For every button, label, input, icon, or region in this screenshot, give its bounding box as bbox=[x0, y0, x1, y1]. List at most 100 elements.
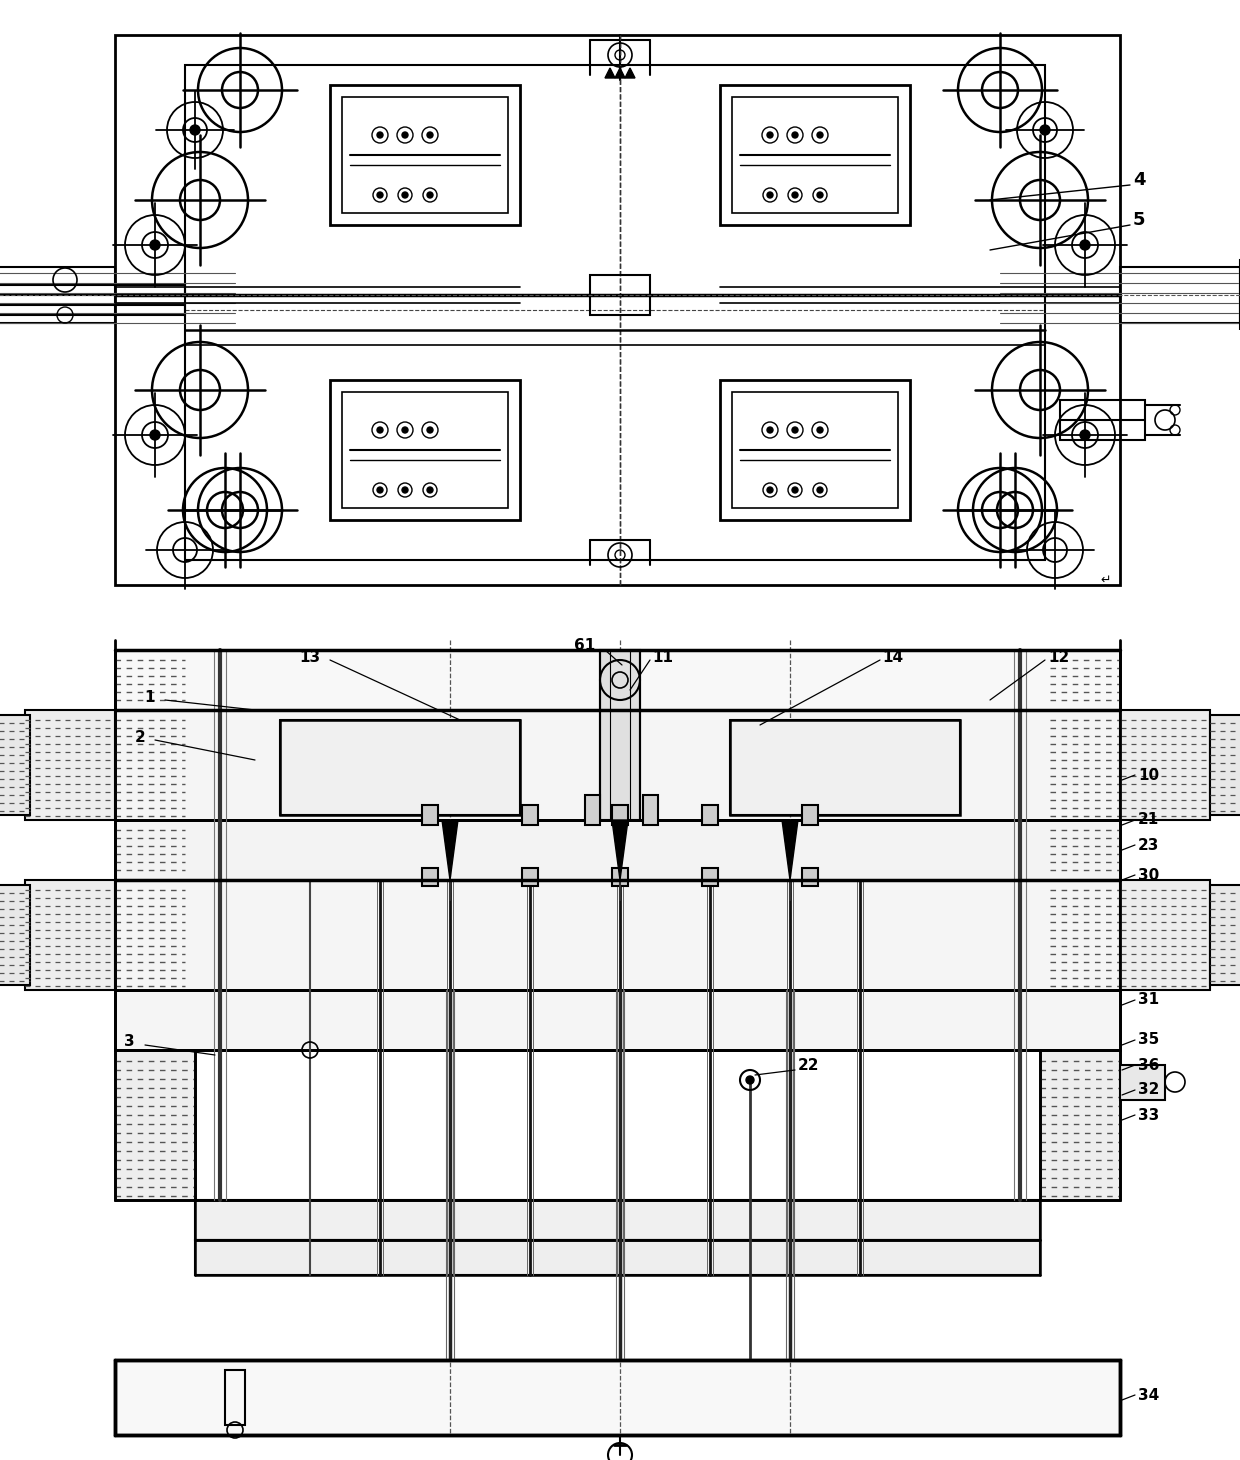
Circle shape bbox=[377, 488, 383, 493]
Bar bbox=[280, 720, 520, 815]
Text: 23: 23 bbox=[1138, 838, 1159, 853]
Bar bbox=[1060, 400, 1145, 439]
Circle shape bbox=[792, 131, 799, 139]
Circle shape bbox=[402, 488, 408, 493]
Text: 22: 22 bbox=[799, 1057, 820, 1073]
Circle shape bbox=[402, 193, 408, 199]
Circle shape bbox=[377, 131, 383, 139]
Text: 11: 11 bbox=[652, 651, 673, 666]
Bar bbox=[1120, 267, 1240, 323]
Circle shape bbox=[1080, 431, 1090, 439]
Circle shape bbox=[817, 193, 823, 199]
Circle shape bbox=[792, 426, 799, 434]
Bar bbox=[115, 821, 1120, 880]
Bar bbox=[195, 1240, 1040, 1275]
Text: 33: 33 bbox=[1138, 1108, 1159, 1123]
Text: 12: 12 bbox=[1048, 651, 1069, 666]
Polygon shape bbox=[613, 821, 627, 880]
Text: 34: 34 bbox=[1138, 1387, 1159, 1403]
Bar bbox=[115, 1050, 195, 1200]
Circle shape bbox=[377, 193, 383, 199]
Circle shape bbox=[150, 239, 160, 250]
Text: 4: 4 bbox=[1133, 171, 1146, 188]
Polygon shape bbox=[782, 821, 799, 880]
Polygon shape bbox=[441, 821, 458, 880]
Circle shape bbox=[768, 131, 773, 139]
Circle shape bbox=[427, 193, 433, 199]
Bar bbox=[25, 880, 115, 990]
Bar bbox=[0, 305, 185, 315]
Bar bbox=[613, 869, 627, 886]
Bar bbox=[422, 804, 438, 825]
Text: 35: 35 bbox=[1138, 1032, 1159, 1047]
Text: 21: 21 bbox=[1138, 813, 1159, 828]
Polygon shape bbox=[625, 69, 635, 77]
Bar bbox=[25, 710, 115, 821]
Bar bbox=[0, 885, 30, 986]
Bar bbox=[422, 869, 438, 886]
Bar bbox=[342, 96, 508, 213]
Bar bbox=[330, 85, 520, 225]
Circle shape bbox=[1040, 126, 1050, 134]
Circle shape bbox=[768, 426, 773, 434]
Text: 3: 3 bbox=[124, 1035, 135, 1050]
Text: 2: 2 bbox=[134, 730, 145, 746]
Bar bbox=[702, 804, 718, 825]
Bar bbox=[590, 274, 650, 315]
Bar bbox=[1210, 885, 1240, 986]
Circle shape bbox=[427, 426, 433, 434]
Text: 14: 14 bbox=[882, 651, 903, 666]
Polygon shape bbox=[615, 69, 625, 77]
Bar bbox=[1120, 1064, 1166, 1099]
Circle shape bbox=[402, 131, 408, 139]
Bar bbox=[330, 380, 520, 520]
Circle shape bbox=[768, 193, 773, 199]
Bar bbox=[702, 869, 718, 886]
Text: 61: 61 bbox=[574, 638, 595, 653]
Bar bbox=[1040, 1050, 1120, 1200]
Bar bbox=[1120, 880, 1210, 990]
Bar bbox=[195, 1200, 1040, 1240]
Bar bbox=[115, 650, 1120, 710]
Circle shape bbox=[427, 131, 433, 139]
Bar bbox=[720, 85, 910, 225]
Bar bbox=[224, 1369, 246, 1425]
Bar bbox=[644, 796, 658, 825]
Circle shape bbox=[377, 426, 383, 434]
Text: 36: 36 bbox=[1138, 1057, 1159, 1073]
Circle shape bbox=[817, 426, 823, 434]
Bar bbox=[115, 880, 1120, 990]
Bar bbox=[732, 96, 898, 213]
Bar bbox=[613, 804, 627, 825]
Bar bbox=[0, 715, 30, 815]
Text: 10: 10 bbox=[1138, 768, 1159, 783]
Bar bbox=[185, 66, 1045, 561]
Bar bbox=[0, 285, 185, 295]
Bar bbox=[115, 710, 1120, 821]
Circle shape bbox=[190, 126, 200, 134]
Text: 30: 30 bbox=[1138, 867, 1159, 882]
Bar bbox=[732, 391, 898, 508]
Bar bbox=[585, 796, 600, 825]
Bar bbox=[802, 804, 818, 825]
Circle shape bbox=[402, 426, 408, 434]
Circle shape bbox=[746, 1076, 754, 1083]
Bar bbox=[730, 720, 960, 815]
Bar bbox=[342, 391, 508, 508]
Circle shape bbox=[1080, 239, 1090, 250]
Bar bbox=[115, 990, 1120, 1050]
Circle shape bbox=[817, 488, 823, 493]
Text: 31: 31 bbox=[1138, 993, 1159, 1007]
Circle shape bbox=[150, 431, 160, 439]
Bar bbox=[1120, 710, 1210, 821]
Bar bbox=[115, 1361, 1120, 1435]
Bar bbox=[600, 650, 640, 821]
Text: ↵: ↵ bbox=[1100, 574, 1111, 587]
Text: 13: 13 bbox=[299, 650, 320, 664]
Text: 32: 32 bbox=[1138, 1082, 1159, 1098]
Circle shape bbox=[427, 488, 433, 493]
Bar bbox=[720, 380, 910, 520]
Bar bbox=[802, 869, 818, 886]
Bar bbox=[522, 869, 538, 886]
Circle shape bbox=[768, 488, 773, 493]
